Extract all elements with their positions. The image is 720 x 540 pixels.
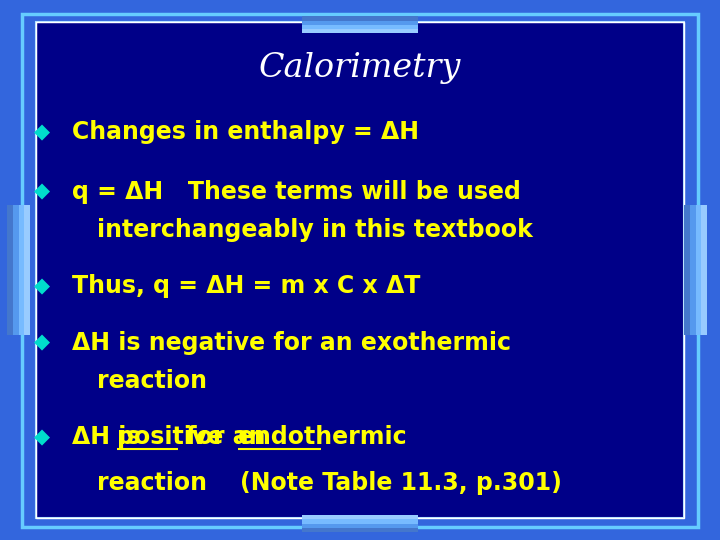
Text: Thus, q = ΔH = m x C x ΔT: Thus, q = ΔH = m x C x ΔT [72, 274, 420, 298]
Text: ΔH is: ΔH is [72, 426, 149, 449]
Text: ◆: ◆ [35, 122, 50, 143]
Text: ◆: ◆ [35, 276, 50, 296]
Text: q = ΔH   These terms will be used: q = ΔH These terms will be used [72, 180, 521, 204]
Bar [302, 21, 418, 25]
Text: positive: positive [117, 426, 224, 449]
Text: ◆: ◆ [35, 181, 50, 202]
Bar [302, 515, 418, 519]
Bar [19, 205, 24, 335]
Bar [13, 205, 19, 335]
Bar [302, 29, 418, 33]
Text: reaction: reaction [97, 369, 207, 393]
Bar [302, 25, 418, 29]
Text: ΔH is negative for an exothermic: ΔH is negative for an exothermic [72, 331, 511, 355]
Bar [690, 205, 696, 335]
Text: ◆: ◆ [35, 333, 50, 353]
Bar [24, 205, 30, 335]
Bar [302, 524, 418, 528]
Text: interchangeably in this textbook: interchangeably in this textbook [97, 218, 533, 241]
Bar [302, 528, 418, 532]
Text: Changes in enthalpy = ΔH: Changes in enthalpy = ΔH [72, 120, 419, 144]
Text: ◆: ◆ [35, 427, 50, 448]
Bar [684, 205, 690, 335]
Bar [302, 16, 418, 21]
Bar [7, 205, 13, 335]
Text: for an: for an [178, 426, 274, 449]
Text: endothermic: endothermic [238, 426, 407, 449]
Text: Calorimetry: Calorimetry [258, 51, 462, 84]
Bar [696, 205, 701, 335]
Text: reaction    (Note Table 11.3, p.301): reaction (Note Table 11.3, p.301) [97, 471, 562, 495]
Bar [701, 205, 707, 335]
Bar [302, 519, 418, 524]
